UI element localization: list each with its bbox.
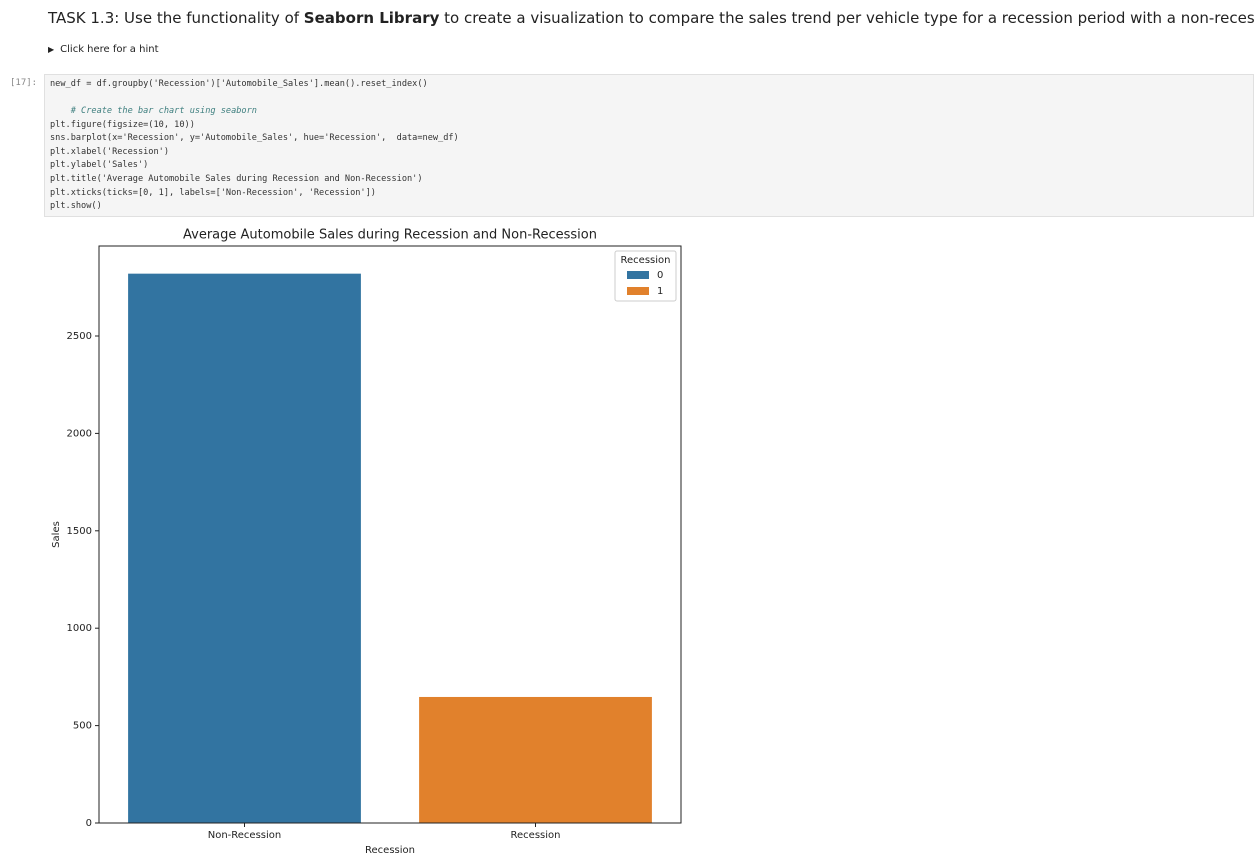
hint-text[interactable]: Click here for a hint (60, 44, 159, 55)
code-line: new_df = df.groupby('Recession')['Automo… (50, 79, 428, 89)
task-text: to create a visualization to compare the… (439, 9, 1254, 27)
x-axis-label: Recession (365, 845, 415, 856)
code-cell[interactable]: new_df = df.groupby('Recession')['Automo… (44, 74, 1254, 217)
legend-swatch (627, 287, 649, 295)
y-tick-label: 2500 (67, 331, 92, 342)
cell-prompt: [17]: (10, 78, 38, 88)
y-tick-label: 0 (86, 818, 92, 829)
bar (419, 696, 652, 823)
x-tick-label: Non-Recession (208, 830, 282, 841)
code-line: plt.figure(figsize=(10, 10)) (50, 120, 195, 130)
task-heading: TASK 1.3: Use the functionality of Seabo… (48, 9, 1254, 27)
y-tick-label: 1500 (67, 526, 92, 537)
y-tick-label: 500 (73, 721, 92, 732)
bar (128, 273, 361, 823)
y-axis-label: Sales (51, 521, 62, 548)
code-line: plt.xlabel('Recession') (50, 147, 169, 157)
y-tick-label: 1000 (67, 623, 92, 634)
task-text: TASK 1.3: Use the functionality of (48, 9, 304, 27)
legend-label: 0 (657, 270, 663, 281)
code-line: # Create the bar chart using seaborn (50, 106, 257, 116)
y-tick-label: 2000 (67, 428, 92, 439)
code-line: plt.show() (50, 201, 102, 211)
task-bold: Seaborn Library (303, 9, 440, 27)
code-line: plt.xticks(ticks=[0, 1], labels=['Non-Re… (50, 188, 376, 198)
legend-label: 1 (657, 286, 663, 297)
x-tick-label: Recession (511, 830, 561, 841)
legend-swatch (627, 271, 649, 279)
legend-title: Recession (621, 255, 671, 266)
chart-title: Average Automobile Sales during Recessio… (183, 228, 597, 243)
code-line: plt.title('Average Automobile Sales duri… (50, 174, 423, 184)
axes-frame (98, 245, 682, 824)
code-line: plt.ylabel('Sales') (50, 160, 149, 170)
hint-toggle[interactable]: ▶ Click here for a hint (48, 44, 159, 55)
code-line: sns.barplot(x='Recession', y='Automobile… (50, 133, 459, 143)
